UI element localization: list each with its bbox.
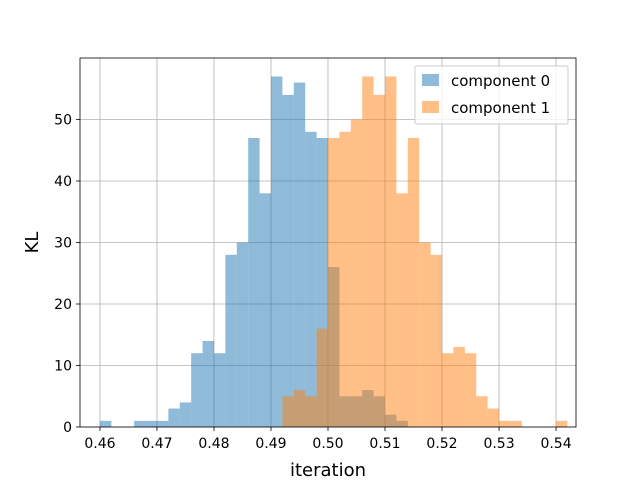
x-tick-label: 0.53 <box>483 436 514 452</box>
histogram-bar-component-0 <box>156 420 169 427</box>
x-tick-label: 0.52 <box>426 436 457 452</box>
histogram-bar-component-0 <box>191 353 203 427</box>
histogram-bar-component-1 <box>385 76 397 427</box>
histogram-bar-component-1 <box>316 328 328 427</box>
histogram-bar-component-0 <box>236 242 249 427</box>
histogram-bar-component-0 <box>134 420 146 427</box>
histogram-bar-component-1 <box>373 94 386 428</box>
legend-swatch-component-1 <box>422 101 439 113</box>
y-axis-title: KL <box>22 232 43 254</box>
legend-swatch-component-0 <box>422 74 439 86</box>
histogram-bar-component-1 <box>510 420 522 427</box>
histogram-bar-component-0 <box>145 420 157 427</box>
y-tick-label: 10 <box>54 359 72 375</box>
histogram-bar-component-1 <box>396 193 408 427</box>
histogram-bar-component-0 <box>305 131 317 428</box>
histogram-bar-component-1 <box>499 420 511 427</box>
histogram-bar-component-1 <box>362 76 374 427</box>
x-axis-ticks: 0.46 0.47 0.48 0.49 0.50 0.51 0.52 0.53 0.54 <box>84 427 572 452</box>
x-tick-label: 0.48 <box>198 436 229 452</box>
histogram-bar-component-1 <box>453 347 465 427</box>
y-axis-ticks: 0 10 20 30 40 50 <box>54 113 80 436</box>
x-axis-title: iteration <box>290 460 366 480</box>
histogram-bar-component-0 <box>248 137 260 427</box>
y-tick-label: 40 <box>54 174 72 190</box>
histogram-bar-component-1 <box>293 390 306 427</box>
histogram-bar-component-0 <box>293 82 306 427</box>
histogram-bar-component-1 <box>305 396 317 427</box>
legend-box <box>414 65 569 125</box>
histogram-bar-component-0 <box>168 408 180 427</box>
histogram-bar-component-0 <box>282 94 294 428</box>
histogram-bar-component-0 <box>202 340 214 427</box>
y-tick-label: 50 <box>54 113 72 129</box>
histogram-bar-component-0 <box>99 420 112 427</box>
legend: component 0 component 1 <box>414 65 569 125</box>
histogram-bar-component-0 <box>179 402 192 427</box>
legend-label-component-1: component 1 <box>451 99 550 117</box>
histogram-bar-component-0 <box>259 193 271 427</box>
histogram-bar-component-1 <box>464 353 477 427</box>
legend-label-component-0: component 0 <box>451 72 550 90</box>
histogram-bar-component-0 <box>270 76 283 427</box>
y-tick-label: 30 <box>54 236 72 252</box>
histogram-bars <box>99 76 568 428</box>
x-tick-label: 0.46 <box>84 436 115 452</box>
x-tick-label: 0.54 <box>540 436 571 452</box>
histogram-bar-component-1 <box>282 396 294 427</box>
histogram-bar-component-1 <box>419 242 431 427</box>
x-tick-label: 0.50 <box>312 436 343 452</box>
histogram-bar-component-1 <box>350 119 363 427</box>
histogram-bar-component-0 <box>316 137 328 427</box>
histogram-bar-component-1 <box>328 137 340 427</box>
x-tick-label: 0.51 <box>369 436 400 452</box>
histogram-bar-component-1 <box>487 408 500 427</box>
histogram-bar-component-0 <box>213 353 226 427</box>
y-tick-label: 0 <box>63 420 72 436</box>
x-tick-label: 0.47 <box>141 436 172 452</box>
histogram-bar-component-0 <box>225 254 237 427</box>
histogram-bar-component-1 <box>442 353 454 427</box>
histogram-bar-component-1 <box>339 131 351 428</box>
histogram-bar-component-1 <box>476 396 488 427</box>
histogram-bar-component-1 <box>556 420 568 427</box>
y-tick-label: 20 <box>54 297 72 313</box>
histogram-bar-component-1 <box>407 137 420 427</box>
x-tick-label: 0.49 <box>255 436 286 452</box>
histogram-bar-component-1 <box>430 254 443 427</box>
